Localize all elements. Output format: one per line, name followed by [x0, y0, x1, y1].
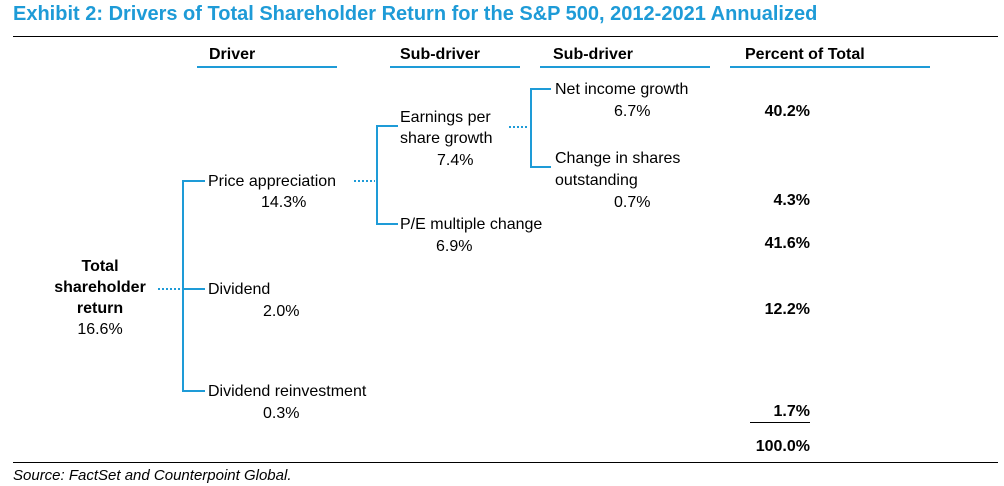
driver-dividend-value: 2.0%	[263, 303, 300, 320]
pct-shares-outstanding: 4.3%	[773, 192, 810, 209]
top-rule	[13, 36, 998, 37]
bottom-rule	[13, 462, 998, 463]
header-percent: Percent of Total	[745, 46, 865, 63]
sub-shares-label-line1: Change in shares	[555, 150, 681, 167]
root-label-line2: shareholder	[54, 279, 146, 296]
root-label-line3: return	[76, 300, 124, 317]
pct-dividend-reinvestment: 1.7%	[773, 403, 810, 420]
pct-net-income: 40.2%	[764, 103, 810, 120]
header-sub-driver-2: Sub-driver	[553, 46, 634, 63]
sub-pe-value: 6.9%	[436, 238, 473, 255]
pct-sum-underline	[750, 422, 810, 423]
root-value: 16.6%	[77, 321, 123, 338]
sub-pe-label: P/E multiple change	[400, 216, 543, 233]
pct-pe-change: 41.6%	[764, 235, 810, 252]
driver-dividend-reinvestment-value: 0.3%	[263, 405, 300, 422]
header-underline-percent	[730, 66, 930, 68]
header-underline-driver	[197, 66, 337, 68]
sub-shares-label-line2: outstanding	[555, 172, 638, 189]
sub-eps-label-line1: Earnings per	[400, 109, 491, 126]
pct-dividend: 12.2%	[764, 301, 810, 318]
sub-eps-value: 7.4%	[437, 152, 474, 169]
root-label-line1: Total	[81, 258, 119, 275]
sub-net-income-label: Net income growth	[555, 81, 689, 98]
driver-dividend-label: Dividend	[208, 281, 271, 298]
exhibit-title: Exhibit 2: Drivers of Total Shareholder …	[13, 3, 818, 25]
header-driver: Driver	[209, 46, 256, 63]
sub-net-income-value: 6.7%	[614, 103, 651, 120]
sub-shares-value: 0.7%	[614, 194, 651, 211]
source-note: Source: FactSet and Counterpoint Global.	[13, 467, 292, 484]
sub-eps-label-line2: share growth	[400, 130, 493, 147]
driver-dividend-reinvestment-label: Dividend reinvestment	[208, 383, 367, 400]
header-underline-sub-driver-2	[540, 66, 710, 68]
driver-price-appreciation-label: Price appreciation	[208, 173, 337, 190]
pct-total: 100.0%	[755, 438, 810, 455]
driver-price-appreciation-value: 14.3%	[261, 194, 307, 211]
header-sub-driver-1: Sub-driver	[400, 46, 481, 63]
header-underline-sub-driver-1	[390, 66, 520, 68]
